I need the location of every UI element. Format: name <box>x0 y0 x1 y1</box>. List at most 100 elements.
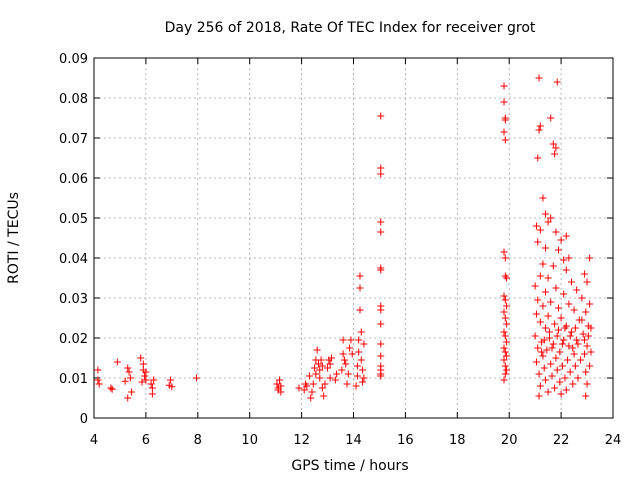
data-point <box>566 332 574 340</box>
data-point <box>342 360 350 368</box>
x-tick-label: 20 <box>501 433 518 448</box>
data-point <box>377 352 385 360</box>
axis-ticks <box>93 57 614 419</box>
data-point <box>553 78 561 86</box>
data-point <box>327 354 335 362</box>
data-point <box>313 346 321 354</box>
data-point <box>168 383 176 391</box>
data-point <box>539 194 547 202</box>
data-point <box>500 128 508 136</box>
data-point <box>534 296 542 304</box>
data-point <box>141 372 149 380</box>
data-point <box>540 336 548 344</box>
data-point <box>355 348 363 356</box>
data-point <box>578 294 586 302</box>
data-point <box>500 292 508 300</box>
data-point <box>360 374 368 382</box>
data-point <box>531 332 539 340</box>
data-point <box>536 226 544 234</box>
data-point <box>583 342 591 350</box>
x-tick-label: 22 <box>553 433 570 448</box>
x-tick-label: 6 <box>142 433 150 448</box>
data-point <box>552 284 560 292</box>
data-point <box>535 370 543 378</box>
data-point <box>326 374 334 382</box>
data-point <box>500 356 508 364</box>
data-point <box>501 136 509 144</box>
data-point <box>548 372 556 380</box>
data-point <box>542 210 550 218</box>
data-point <box>587 348 595 356</box>
data-point <box>539 302 547 310</box>
data-point <box>553 366 561 374</box>
data-point <box>535 392 543 400</box>
data-point <box>573 336 581 344</box>
data-point <box>312 370 320 378</box>
data-point <box>565 300 573 308</box>
data-point <box>560 256 568 264</box>
data-point <box>124 364 132 372</box>
data-point <box>544 312 552 320</box>
data-point <box>539 352 547 360</box>
data-point <box>317 356 325 364</box>
data-point <box>535 126 543 134</box>
data-point <box>377 164 385 172</box>
data-point <box>544 388 552 396</box>
data-point <box>551 320 559 328</box>
data-point <box>377 170 385 178</box>
data-point <box>551 384 559 392</box>
data-point <box>377 266 385 274</box>
data-point <box>501 362 509 370</box>
data-point <box>353 372 361 380</box>
data-point <box>343 380 351 388</box>
y-tick-label: 0.01 <box>59 372 88 387</box>
data-point <box>340 356 348 364</box>
data-point <box>346 344 354 352</box>
data-point <box>549 262 557 270</box>
data-point <box>561 374 569 382</box>
data-point <box>333 370 341 378</box>
data-point <box>578 316 586 324</box>
data-point <box>562 266 570 274</box>
data-point <box>544 218 552 226</box>
data-point <box>348 350 356 358</box>
data-point <box>356 284 364 292</box>
data-point <box>137 354 145 362</box>
grid <box>94 58 613 418</box>
data-point <box>548 344 556 352</box>
data-point <box>558 340 566 348</box>
data-point <box>552 144 560 152</box>
data-point <box>538 348 546 356</box>
data-point <box>532 222 540 230</box>
data-point <box>562 386 570 394</box>
data-point <box>142 368 150 376</box>
data-point <box>536 122 544 130</box>
data-point <box>113 358 121 366</box>
data-point <box>121 377 129 385</box>
data-point <box>95 380 103 388</box>
data-point <box>580 350 588 358</box>
data-point <box>536 272 544 280</box>
data-point <box>574 374 582 382</box>
data-point <box>94 376 102 384</box>
chart-title: Day 256 of 2018, Rate Of TEC Index for r… <box>165 20 536 36</box>
data-point <box>567 278 575 286</box>
data-point <box>565 254 573 262</box>
data-point <box>276 376 284 384</box>
data-point <box>501 348 509 356</box>
data-point <box>542 288 550 296</box>
data-point <box>148 390 156 398</box>
data-point <box>566 368 574 376</box>
data-point <box>347 336 355 344</box>
data-point <box>357 356 365 364</box>
data-point <box>549 340 557 348</box>
data-point <box>107 384 115 392</box>
data-point <box>586 300 594 308</box>
data-point <box>547 298 555 306</box>
data-point <box>583 278 591 286</box>
y-tick-label: 0.02 <box>59 332 88 347</box>
data-point <box>277 382 285 390</box>
data-point <box>545 328 553 336</box>
data-point <box>582 368 590 376</box>
